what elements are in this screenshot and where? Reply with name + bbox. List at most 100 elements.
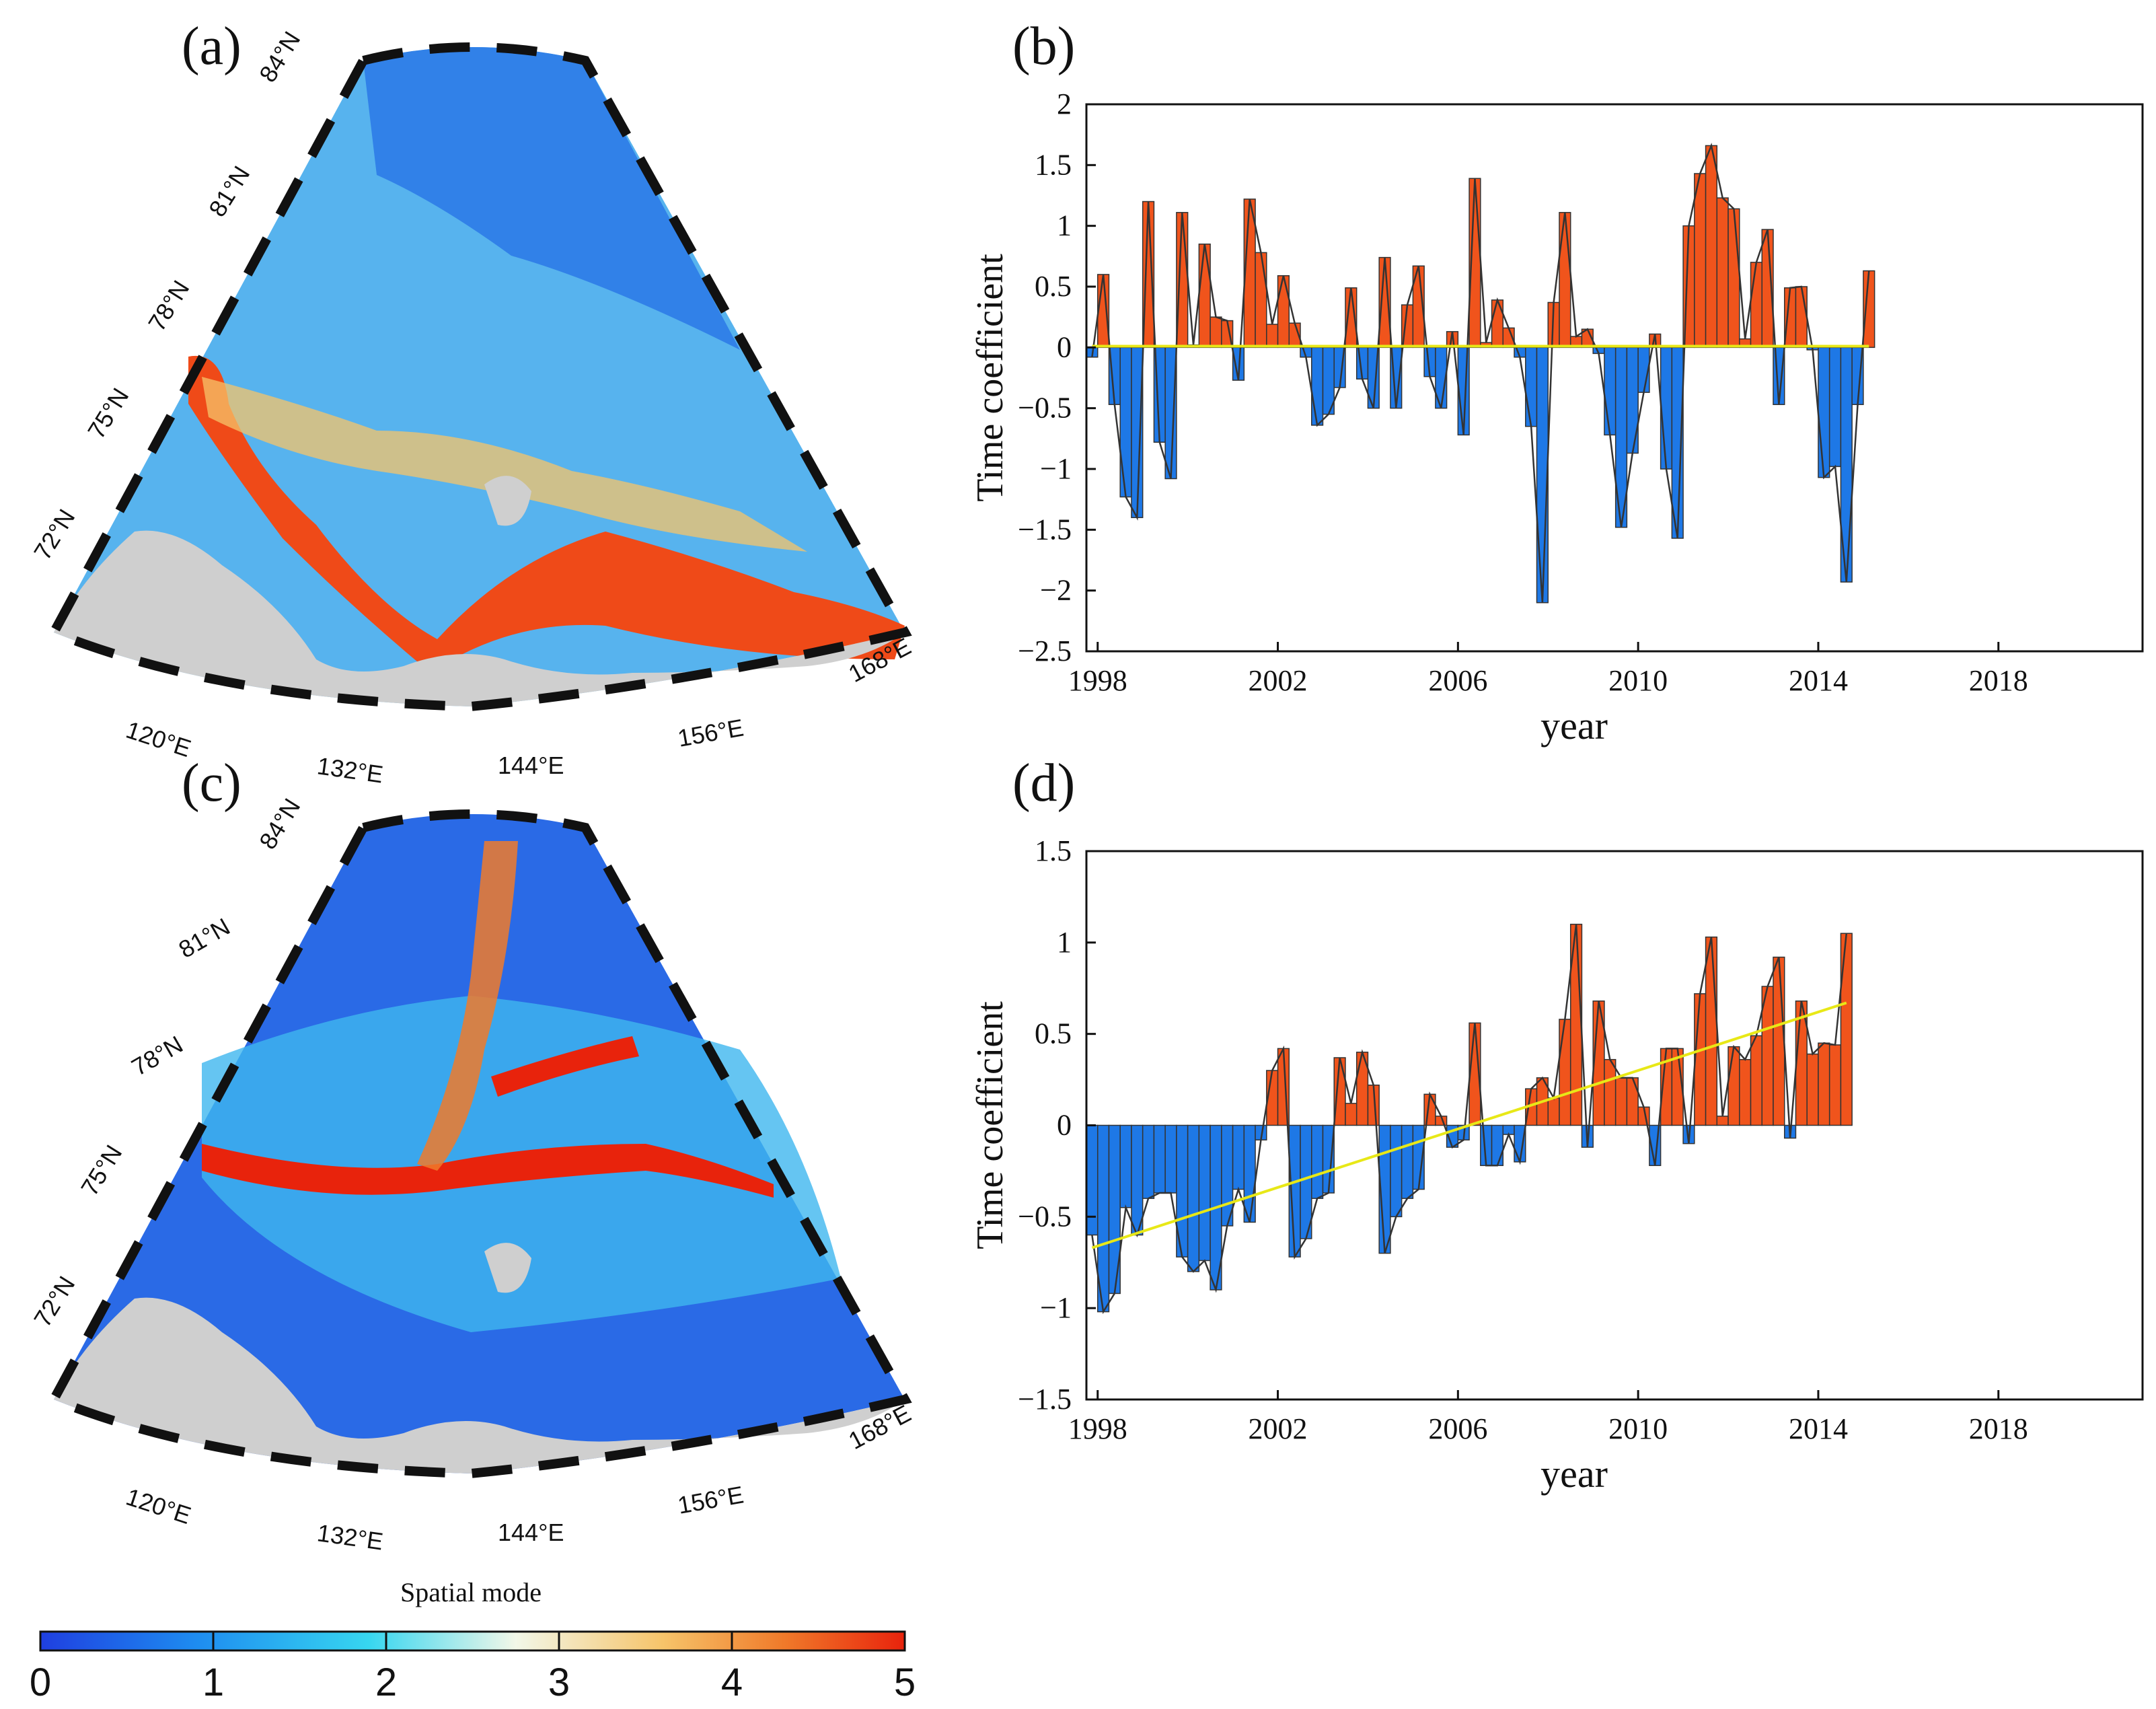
bar-d-61	[1773, 956, 1785, 1126]
xtick-label-b-0: 1998	[1068, 664, 1127, 697]
bar-d-9	[1187, 1124, 1200, 1272]
map-a-lon-label-144: 144°E	[498, 752, 564, 779]
map-a-lat-label-78: 78°N	[143, 275, 194, 336]
series-line-d	[1091, 924, 1848, 1315]
bar-b-51	[1660, 347, 1673, 470]
panel-label-d: (d)	[1012, 754, 1075, 813]
map-c-lon-label-120: 120°E	[123, 1483, 194, 1529]
ytick-label-d-6: −1.5	[1018, 1383, 1072, 1416]
bar-d-20	[1311, 1124, 1324, 1199]
bar-b-4	[1131, 347, 1144, 519]
map-a-lat-label-84: 84°N	[254, 26, 305, 87]
bar-d-36	[1491, 1124, 1504, 1167]
ytick-label-d-4: −0.5	[1018, 1200, 1072, 1233]
colorbar-tick-label-2: 2	[375, 1661, 397, 1704]
map-c-central-jet	[202, 1144, 774, 1198]
bar-d-6	[1153, 1124, 1166, 1194]
ytick-label-b-0: 2	[1057, 87, 1072, 120]
map-c-ne-jet	[491, 1036, 639, 1097]
bar-b-17	[1277, 275, 1290, 349]
bar-b-36	[1491, 299, 1504, 349]
xtick-label-b-1: 2002	[1249, 664, 1308, 697]
bar-b-56	[1716, 197, 1729, 349]
bar-d-54	[1694, 993, 1707, 1126]
map-a-mid-band	[202, 377, 807, 552]
bar-d-47	[1614, 1077, 1628, 1126]
map-a-lon-label-120: 120°E	[123, 716, 194, 762]
map-panel-a: 84°N 81°N 78°N 75°N 72°N 120°E 132°E 144…	[28, 26, 916, 788]
bar-b-63	[1795, 286, 1808, 349]
colorbar-tick-label-3: 3	[548, 1661, 570, 1704]
bar-b-11	[1210, 316, 1222, 349]
colorbar: Spatial mode 0 1 2 3 4 5	[30, 1577, 916, 1704]
map-a-island	[484, 476, 531, 526]
bar-b-42	[1559, 212, 1571, 349]
colorbar-bar	[39, 1630, 906, 1652]
bar-d-7	[1164, 1124, 1177, 1194]
series-line-b	[1091, 143, 1870, 603]
ylabel-d: Time coefficient	[969, 1001, 1011, 1249]
map-c-lat-label-78: 78°N	[127, 1030, 188, 1081]
bar-b-10	[1198, 244, 1211, 349]
map-c-frame	[47, 809, 912, 1479]
panel-label-b: (b)	[1012, 17, 1075, 76]
bar-d-66	[1828, 1044, 1842, 1126]
bar-d-13	[1232, 1124, 1245, 1190]
bar-d-14	[1243, 1124, 1256, 1223]
bar-b-54	[1694, 173, 1707, 349]
bar-d-48	[1626, 1077, 1639, 1126]
colorbar-tick-label-0: 0	[30, 1661, 51, 1704]
colorbar-ticks: 0 1 2 3 4 5	[30, 1632, 916, 1704]
bar-d-4	[1131, 1124, 1144, 1236]
map-a-lat-label-75: 75°N	[82, 383, 134, 443]
bar-d-67	[1840, 933, 1853, 1126]
trend-line-d	[1091, 1001, 1847, 1249]
map-a-deep-ice-zone	[363, 47, 740, 350]
map-c-lat-label-81: 81°N	[174, 912, 235, 963]
bar-b-8	[1176, 212, 1189, 349]
bar-b-48	[1626, 347, 1639, 454]
xtick-label-b-2: 2006	[1428, 664, 1487, 697]
map-a-shelf-ribbon	[188, 355, 905, 673]
bar-b-65	[1818, 347, 1830, 478]
map-a-lat-label-72: 72°N	[28, 504, 80, 565]
map-c-lat-label-72: 72°N	[28, 1271, 80, 1332]
bar-b-62	[1783, 287, 1797, 349]
xtick-label-d-2: 2006	[1428, 1412, 1487, 1445]
xtick-label-d-3: 2010	[1608, 1412, 1668, 1445]
map-c-north-jet	[417, 841, 518, 1171]
bar-b-57	[1727, 208, 1740, 349]
ytick-label-d-0: 1.5	[1035, 834, 1072, 867]
colorbar-tick-label-1: 1	[202, 1661, 224, 1704]
axes-box-b	[1085, 103, 2144, 653]
ytick-label-b-8: −2	[1040, 574, 1072, 607]
map-c-lon-label-144: 144°E	[498, 1519, 564, 1546]
bar-d-56	[1716, 1116, 1729, 1126]
map-c-lon-label-156: 156°E	[675, 1480, 745, 1519]
bar-d-28	[1401, 1124, 1414, 1199]
bar-d-46	[1604, 1058, 1616, 1126]
bar-d-23	[1345, 1103, 1358, 1126]
ytick-label-b-9: −2.5	[1018, 634, 1072, 667]
xtick-label-d-1: 2002	[1249, 1412, 1308, 1445]
ytick-label-b-1: 1.5	[1035, 148, 1072, 181]
bar-b-3	[1119, 347, 1132, 498]
ytick-label-b-3: 0.5	[1035, 270, 1072, 303]
bar-d-27	[1390, 1124, 1403, 1218]
bar-b-15	[1255, 252, 1267, 349]
map-c-lon-label-132: 132°E	[315, 1519, 385, 1555]
ytick-label-d-3: 0	[1057, 1109, 1072, 1142]
xlabel-b: year	[1540, 704, 1608, 748]
map-c-lat-label-84: 84°N	[254, 793, 305, 854]
colorbar-tick-label-5: 5	[894, 1661, 916, 1704]
bar-d-5	[1142, 1124, 1155, 1199]
xtick-label-b-4: 2014	[1789, 664, 1848, 697]
ytick-label-b-6: −1	[1040, 452, 1072, 485]
ytick-label-b-4: 0	[1057, 330, 1072, 363]
map-c-lat-label-75: 75°N	[75, 1140, 127, 1200]
panel-label-a: (a)	[182, 17, 241, 76]
xtick-label-d-0: 1998	[1068, 1412, 1127, 1445]
